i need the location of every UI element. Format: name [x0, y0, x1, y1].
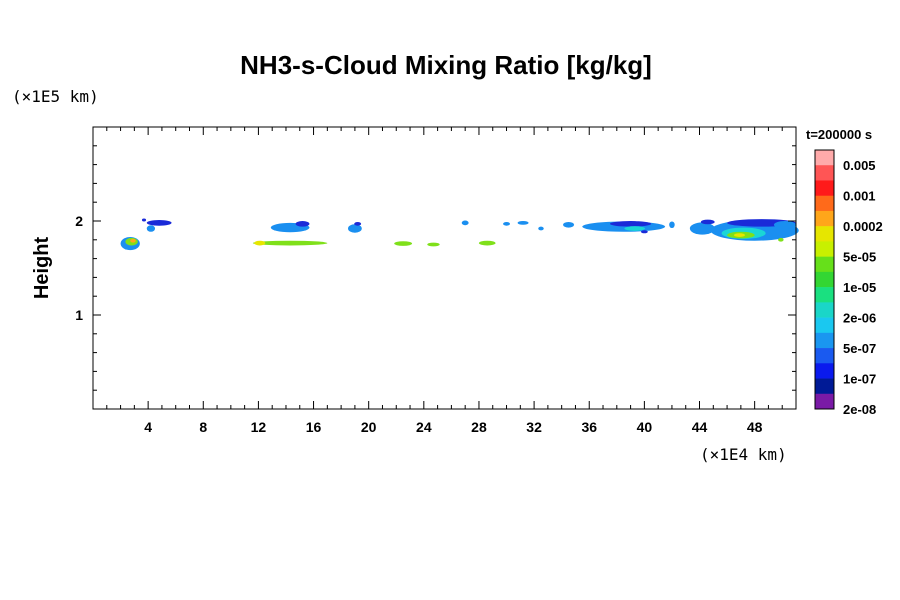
colorbar-swatch: [815, 332, 834, 349]
colorbar-label: 2e-06: [843, 311, 876, 326]
cloud-patch-8: [252, 240, 328, 246]
cloud-patch-15: [478, 240, 496, 246]
cloud-patch-16: [503, 221, 510, 226]
cloud-patch-23: [640, 230, 648, 234]
colorbar-label: 1e-07: [843, 372, 876, 387]
colorbar-swatch: [815, 256, 834, 273]
cloud-patch-19: [563, 221, 575, 228]
x-tick-label: 8: [199, 419, 207, 435]
colorbar-swatch: [815, 165, 834, 181]
colorbar-label: 5e-07: [843, 341, 876, 356]
colorbar: 0.005 0.001 0.0002 5e-05 1e-05 2e-06 5e-07 1e-0…: [814, 149, 883, 417]
cloud-field: [120, 218, 799, 251]
colorbar-swatch: [815, 363, 834, 379]
colorbar-label: 0.0002: [843, 219, 883, 234]
cloud-patch-4: [146, 225, 156, 232]
cloud-patch-3: [146, 220, 172, 226]
colorbar-swatch: [815, 226, 834, 242]
x-tick-label: 32: [526, 419, 542, 435]
colorbar-swatch: [815, 180, 834, 197]
cloud-patch-21: [609, 221, 652, 227]
y-unit-label: (×1E5 km): [12, 87, 99, 106]
cloud-patch-5: [141, 218, 147, 222]
y-axis-label: Height: [31, 237, 53, 300]
cloud-patch-25: [689, 222, 715, 235]
x-unit-label: (×1E4 km): [700, 445, 787, 464]
x-tick-label: 44: [692, 419, 708, 435]
colorbar-label: 5e-05: [843, 250, 876, 265]
cloud-patch-18: [538, 226, 544, 231]
colorbar-swatch: [815, 241, 834, 257]
x-tick-label: 16: [306, 419, 322, 435]
x-tick-label: 4: [144, 419, 152, 435]
cloud-patch-33: [778, 237, 784, 242]
cloud-patch-32: [773, 221, 796, 229]
cloud-patch-24: [669, 221, 675, 229]
colorbar-label: 2e-08: [843, 402, 876, 417]
colorbar-swatch: [815, 271, 834, 288]
time-label: t=200000 s: [806, 127, 872, 142]
colorbar-frame: [814, 149, 835, 410]
colorbar-label: 0.001: [843, 189, 876, 204]
x-tick-label: 12: [251, 419, 267, 435]
cloud-patch-31: [733, 233, 745, 237]
colorbar-swatch: [815, 195, 834, 212]
colorbar-swatch: [815, 287, 834, 303]
cloud-patch-26: [700, 219, 715, 225]
colorbar-label: 0.005: [843, 158, 876, 173]
x-tick-label: 20: [361, 419, 377, 435]
cloud-patch-2: [130, 238, 136, 243]
cloud-patch-17: [517, 221, 529, 225]
x-tick-label: 48: [747, 419, 763, 435]
colorbar-swatch: [815, 317, 834, 334]
y-tick-label: 2: [75, 213, 83, 229]
cloud-patch-12: [394, 241, 413, 246]
cloud-patch-7: [295, 221, 310, 227]
colorbar-label: 1e-05: [843, 280, 876, 295]
cloud-patch-9: [254, 240, 266, 246]
cloud-patch-14: [461, 220, 469, 226]
x-tick-label: 40: [637, 419, 653, 435]
cloud-patch-11: [354, 221, 362, 226]
colorbar-swatch: [815, 348, 834, 364]
x-tick-label: 28: [471, 419, 487, 435]
plot-frame: [92, 126, 797, 410]
colorbar-swatch: [815, 150, 834, 166]
cloud-patch-22: [624, 226, 646, 231]
x-tick-label: 24: [416, 419, 432, 435]
colorbar-swatch: [815, 210, 834, 227]
colorbar-swatch: [815, 302, 834, 318]
cloud-patch-13: [427, 242, 440, 247]
colorbar-swatch: [815, 378, 834, 395]
x-tick-label: 36: [581, 419, 597, 435]
chart-title: NH3-s-Cloud Mixing Ratio [kg/kg]: [240, 50, 652, 80]
y-tick-label: 1: [75, 307, 83, 323]
cloud-patch-10: [348, 224, 362, 233]
colorbar-swatch: [815, 393, 834, 410]
